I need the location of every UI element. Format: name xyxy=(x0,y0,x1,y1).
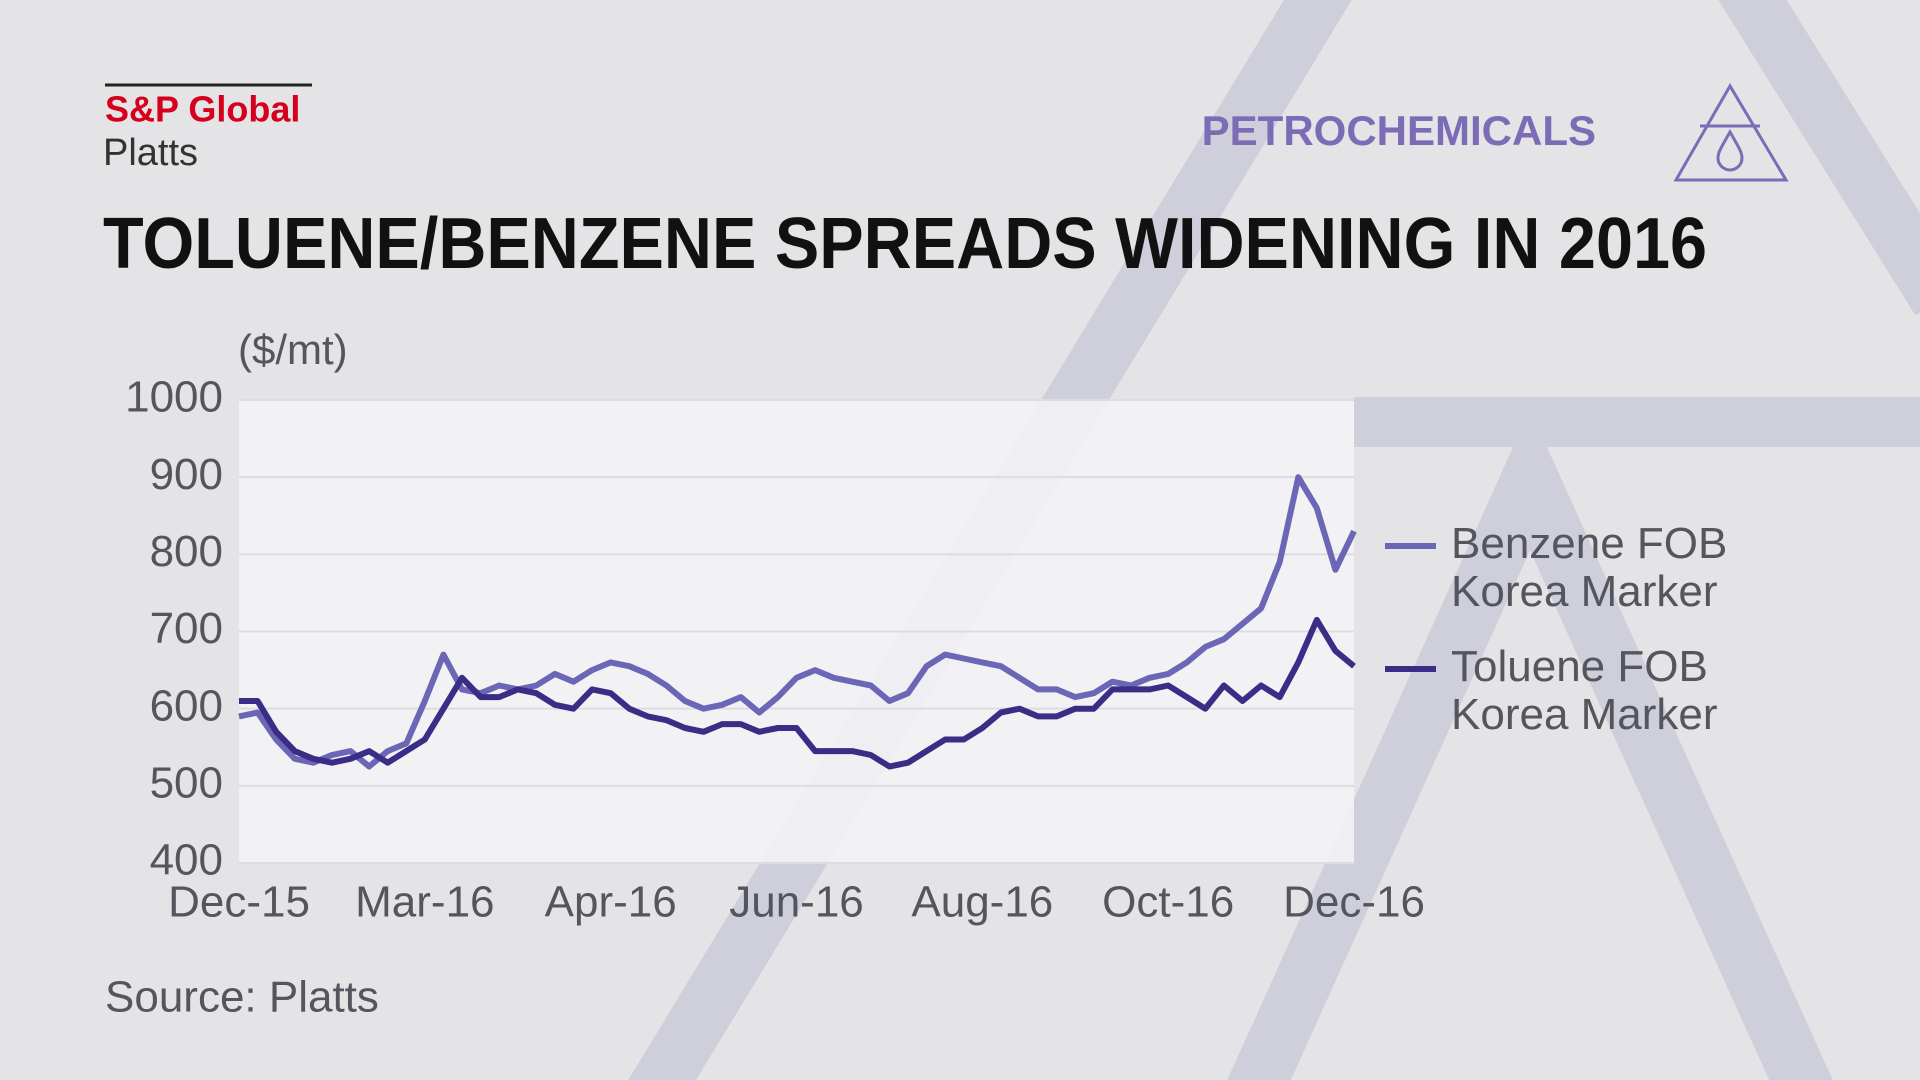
brand-name: S&P Global xyxy=(105,89,300,130)
legend-label: Benzene FOB Korea Marker xyxy=(1451,519,1727,616)
decor-stroke xyxy=(1718,0,1920,316)
x-tick-label: Apr-16 xyxy=(545,878,677,927)
x-tick-label: Jun-16 xyxy=(729,878,864,927)
y-tick-label: 800 xyxy=(150,527,223,576)
y-tick-label: 400 xyxy=(150,836,223,885)
y-tick-label: 500 xyxy=(150,758,223,807)
y-tick-label: 700 xyxy=(150,604,223,653)
x-tick-label: Oct-16 xyxy=(1102,878,1234,927)
series-line xyxy=(238,474,1357,770)
legend-label: Toluene FOB Korea Marker xyxy=(1451,642,1718,739)
y-tick-label: 900 xyxy=(150,450,223,499)
brand-sub: Platts xyxy=(103,132,198,174)
section-label: PETROCHEMICALS xyxy=(1202,107,1596,154)
series-line xyxy=(239,616,1356,770)
chart-title: TOLUENE/BENZENE SPREADS WIDENING IN 2016 xyxy=(103,204,1707,284)
y-tick-label: 600 xyxy=(150,681,223,730)
x-tick-label: Mar-16 xyxy=(355,878,494,927)
x-tick-label: Dec-15 xyxy=(168,878,310,927)
x-tick-label: Dec-16 xyxy=(1283,878,1425,927)
decor-stroke xyxy=(1227,409,1833,1080)
y-tick-label: 1000 xyxy=(125,373,223,422)
x-tick-label: Aug-16 xyxy=(911,878,1053,927)
section-icon xyxy=(1673,83,1789,182)
source: Source: Platts xyxy=(105,973,379,1022)
y-axis-label: ($/mt) xyxy=(238,326,348,373)
